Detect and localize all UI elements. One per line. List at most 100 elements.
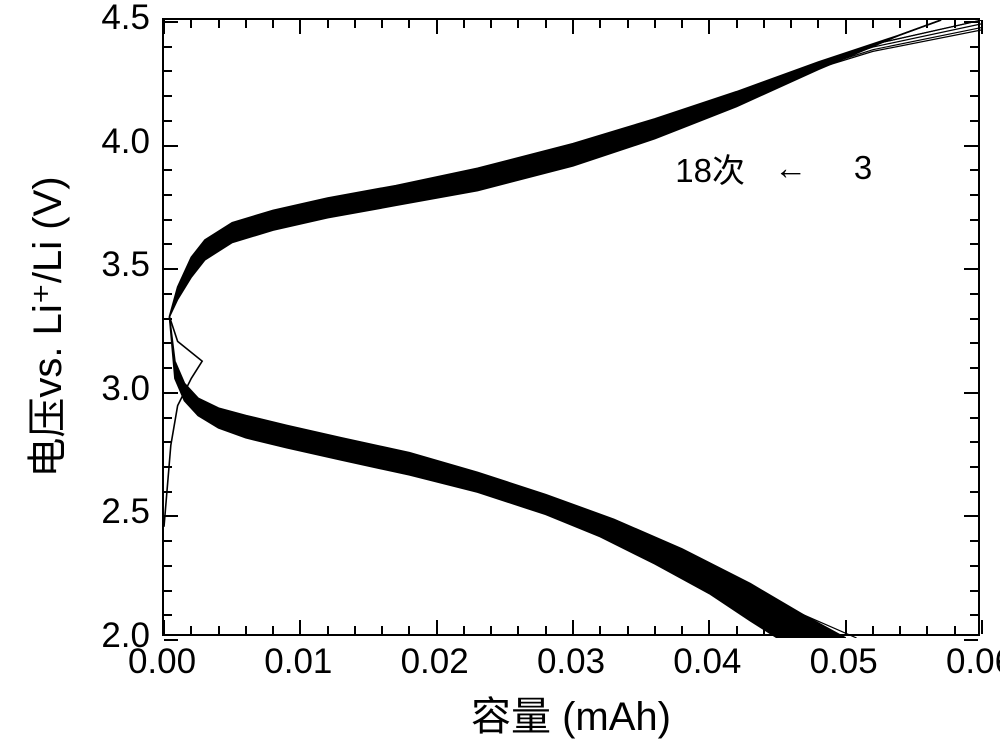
xtick-major [163,620,165,634]
xtick-major [708,620,710,634]
ytick-minor [970,219,978,221]
xtick-major [436,20,438,34]
ytick-minor [164,219,172,221]
xtick-minor [790,20,792,28]
xtick-major [708,20,710,34]
x-axis-label: 容量 (mAh) [471,684,671,742]
xtick-minor [817,20,819,28]
ytick-label: 2.5 [101,492,150,532]
ytick-minor [164,342,172,344]
ytick-minor [970,491,978,493]
ytick-minor [970,367,978,369]
ytick-minor [164,417,172,419]
xtick-minor [736,626,738,634]
xtick-minor [272,20,274,28]
annotation-cycle-right: 3 [854,149,872,187]
ytick-minor [164,614,172,616]
ytick-major [164,515,178,517]
annotation-cycle-left: 18次 [675,144,745,192]
ytick-minor [164,95,172,97]
ytick-minor [970,293,978,295]
ytick-minor [164,293,172,295]
ytick-minor [970,70,978,72]
xtick-minor [545,20,547,28]
xtick-label: 0.06 [946,642,1000,682]
ytick-minor [970,590,978,592]
ytick-major [964,639,978,641]
ytick-minor [164,194,172,196]
xtick-major [981,620,983,634]
xtick-major [981,20,983,34]
xtick-minor [926,626,928,634]
ytick-minor [164,318,172,320]
ytick-minor [970,318,978,320]
ytick-minor [970,194,978,196]
xtick-minor [463,20,465,28]
xtick-minor [654,626,656,634]
xtick-minor [408,626,410,634]
figure: 18次 ← 3 电压vs. Li⁺/Li (V) 容量 (mAh) 0.000.… [0,0,1000,748]
xtick-minor [381,626,383,634]
xtick-label: 0.03 [537,642,605,682]
ytick-major [164,145,178,147]
xtick-major [845,20,847,34]
y-axis-label: 电压vs. Li⁺/Li (V) [15,176,73,477]
ytick-minor [970,614,978,616]
ytick-minor [970,169,978,171]
xtick-minor [517,20,519,28]
xtick-minor [218,20,220,28]
ytick-minor [164,491,172,493]
ytick-label: 3.5 [101,245,150,285]
ytick-label: 4.5 [101,0,150,38]
ytick-minor [164,169,172,171]
xtick-label: 0.01 [264,642,332,682]
xtick-minor [354,626,356,634]
annotation-arrow-icon: ← [774,149,807,187]
discharge-curve-band [169,317,845,638]
ytick-minor [164,243,172,245]
xtick-minor [599,626,601,634]
xtick-minor [654,20,656,28]
xtick-minor [490,626,492,634]
ytick-minor [970,342,978,344]
ytick-major [964,268,978,270]
ytick-minor [164,120,172,122]
xtick-minor [381,20,383,28]
xtick-minor [190,626,192,634]
ytick-label: 3.0 [101,369,150,409]
xtick-minor [354,20,356,28]
xtick-major [845,620,847,634]
xtick-minor [517,626,519,634]
ytick-minor [164,466,172,468]
ytick-label: 2.0 [101,616,150,656]
ytick-minor [970,417,978,419]
xtick-minor [218,626,220,634]
ytick-major [964,21,978,23]
curves-layer [164,20,982,638]
ytick-minor [970,565,978,567]
ytick-minor [970,441,978,443]
ytick-major [964,515,978,517]
xtick-minor [327,626,329,634]
xtick-major [572,20,574,34]
plot-area: 18次 ← 3 [162,18,980,636]
xtick-minor [327,20,329,28]
xtick-label: 0.05 [810,642,878,682]
xtick-label: 0.02 [401,642,469,682]
ytick-major [164,639,178,641]
xtick-minor [954,20,956,28]
ytick-minor [164,590,172,592]
xtick-major [572,620,574,634]
xtick-minor [627,20,629,28]
xtick-minor [408,20,410,28]
ytick-major [164,268,178,270]
xtick-minor [490,20,492,28]
ytick-minor [164,367,172,369]
xtick-minor [545,626,547,634]
ytick-minor [164,70,172,72]
ytick-minor [164,46,172,48]
xtick-minor [599,20,601,28]
ytick-minor [164,565,172,567]
xtick-minor [190,20,192,28]
xtick-minor [736,20,738,28]
